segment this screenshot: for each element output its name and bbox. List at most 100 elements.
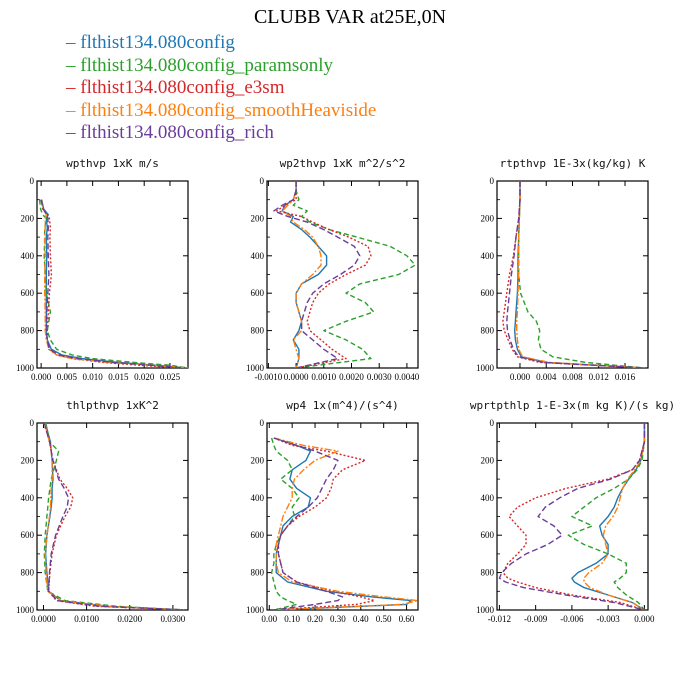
- y-tick-label: 800: [481, 326, 495, 336]
- legend-dash: –: [66, 54, 81, 76]
- y-tick-label: 200: [21, 213, 35, 223]
- y-tick-label: 200: [21, 455, 35, 465]
- y-tick-label: 400: [481, 493, 495, 503]
- x-tick-label: 0.0030: [367, 372, 392, 382]
- y-tick-label: 200: [481, 455, 495, 465]
- x-tick-label: 0.0040: [395, 372, 420, 382]
- y-tick-label: 800: [251, 326, 265, 336]
- series-group: [38, 199, 188, 368]
- x-tick-label: 0.000: [510, 372, 531, 382]
- x-tick-label: 0.0300: [161, 614, 186, 624]
- y-tick-label: 600: [481, 288, 495, 298]
- series-line-3: [502, 181, 645, 368]
- panel-2: wp2thvp 1xK m^2/s^2 0 200 400 600 800 1000-0.0…: [246, 157, 420, 382]
- series-line-2: [43, 423, 186, 610]
- series-line-3: [42, 423, 186, 610]
- series-line-3: [502, 423, 646, 610]
- x-tick-label: 0.004: [536, 372, 557, 382]
- plot-frame: [36, 422, 189, 611]
- legend-item: – flthist134.080config_rich: [66, 122, 376, 145]
- legend-label: flthist134.080config_e3sm: [80, 77, 285, 98]
- legend-dash: –: [66, 77, 81, 98]
- x-tick-label: 0.50: [376, 614, 392, 624]
- series-line-2: [518, 181, 645, 368]
- y-tick-label: 400: [21, 493, 35, 503]
- series-line-5: [273, 437, 344, 610]
- legend-label: flthist134.080config: [80, 32, 235, 53]
- legend-item: – flthist134.080config_e3sm: [66, 77, 376, 100]
- legend-dash: –: [66, 32, 81, 53]
- y-tick-label: 600: [21, 288, 35, 298]
- panel-title: rtpthvp 1E-3x(kg/kg) K: [500, 157, 646, 170]
- legend-label: flthist134.080config_smoothHeaviside: [80, 99, 377, 121]
- x-tick-label: 0.10: [284, 614, 300, 624]
- y-tick-label: 400: [251, 251, 265, 261]
- panel-title: wp2thvp 1xK m^2/s^2: [280, 157, 406, 170]
- series-line-2: [292, 181, 416, 368]
- series-line-2: [270, 437, 300, 610]
- series-line-1: [40, 199, 188, 368]
- series-line-4: [281, 181, 322, 368]
- legend: – flthist134.080config – flthist134.080c…: [66, 32, 376, 145]
- x-tick-label: 0.016: [615, 372, 636, 382]
- x-tick-label: 0.20: [307, 614, 323, 624]
- legend-dash: –: [66, 122, 81, 143]
- series-line-4: [40, 199, 188, 368]
- x-tick-label: -0.009: [524, 614, 548, 624]
- series-line-1: [514, 181, 645, 368]
- series-line-5: [273, 181, 361, 368]
- series-line-4: [273, 437, 418, 610]
- series-line-4: [44, 423, 186, 610]
- y-tick-label: 1000: [16, 605, 35, 615]
- legend-item: – flthist134.080config_smoothHeaviside: [66, 100, 376, 123]
- y-tick-label: 0: [260, 418, 265, 428]
- legend-item: – flthist134.080config_paramsonly: [66, 55, 376, 78]
- series-line-4: [583, 423, 646, 610]
- series-group: [42, 423, 186, 610]
- y-tick-label: 800: [21, 326, 35, 336]
- panel-6: wprtpthlp 1-E-3x(m kg K)/(s kg) 0 200 400 60…: [470, 399, 675, 624]
- legend-label: flthist134.080config_paramsonly: [80, 54, 334, 76]
- y-tick-label: 200: [251, 213, 265, 223]
- panel-title: wpthvp 1xK m/s: [66, 157, 159, 170]
- x-tick-label: 0.0100: [74, 614, 99, 624]
- y-tick-label: 1000: [476, 605, 495, 615]
- panel-title: wprtpthlp 1-E-3x(m kg K)/(s kg): [470, 399, 675, 412]
- y-tick-label: 0: [490, 176, 495, 186]
- y-tick-label: 200: [251, 455, 265, 465]
- x-tick-label: 0.008: [562, 372, 583, 382]
- series-group: [502, 181, 645, 368]
- series-group: [273, 181, 416, 368]
- x-tick-label: 0.40: [353, 614, 369, 624]
- x-tick-label: 0.005: [57, 372, 78, 382]
- y-tick-label: 1000: [16, 363, 35, 373]
- x-tick-label: 0.0020: [339, 372, 364, 382]
- x-tick-label: 0.0000: [31, 614, 56, 624]
- series-group: [498, 423, 646, 610]
- series-line-1: [571, 423, 646, 610]
- x-tick-label: 0.020: [134, 372, 155, 382]
- y-tick-label: 600: [481, 530, 495, 540]
- y-tick-label: 1000: [246, 605, 265, 615]
- y-tick-label: 600: [251, 288, 265, 298]
- x-tick-label: 0.015: [108, 372, 129, 382]
- y-tick-label: 200: [481, 213, 495, 223]
- panel-3: rtpthvp 1E-3x(kg/kg) K 0 200 400 600 800 1000 0…: [476, 157, 649, 382]
- y-tick-label: 1000: [476, 363, 495, 373]
- y-tick-label: 400: [481, 251, 495, 261]
- series-line-1: [44, 423, 186, 610]
- x-tick-label: 0.000: [634, 614, 655, 624]
- legend-label: flthist134.080config_rich: [80, 122, 274, 143]
- y-tick-label: 800: [21, 568, 35, 578]
- series-line-5: [506, 181, 645, 368]
- plot-frame: [36, 180, 189, 369]
- y-tick-label: 0: [260, 176, 265, 186]
- panel-title: thlpthvp 1xK^2: [66, 399, 159, 412]
- series-line-4: [516, 181, 645, 368]
- y-tick-label: 0: [30, 176, 35, 186]
- plot-frame: [266, 180, 419, 369]
